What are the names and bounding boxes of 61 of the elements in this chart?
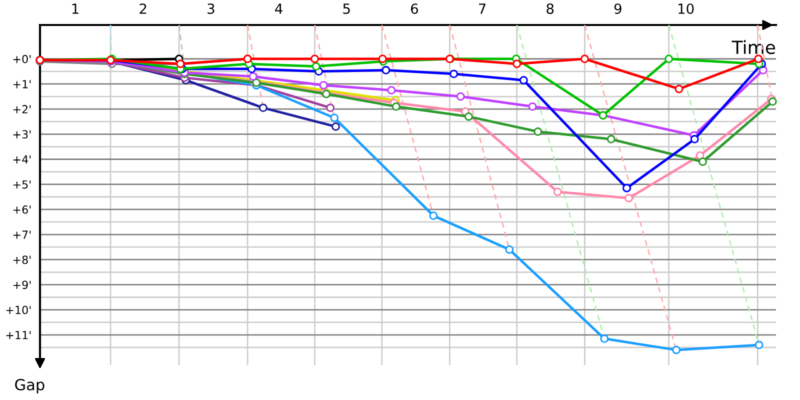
- point: [429, 211, 438, 220]
- point: [319, 80, 328, 90]
- point: [768, 97, 777, 106]
- point: [674, 84, 684, 94]
- x-tick-label: 4: [275, 4, 282, 14]
- y-tick-label: +7': [13, 230, 31, 239]
- point: [378, 54, 387, 64]
- point: [754, 340, 764, 350]
- point: [696, 151, 704, 160]
- point: [310, 54, 319, 64]
- point: [450, 70, 458, 78]
- point: [382, 66, 390, 74]
- point: [698, 158, 707, 166]
- y-tick-label: +4': [13, 155, 31, 164]
- point: [505, 245, 514, 254]
- y-axis-title: Gap: [15, 378, 44, 394]
- point: [553, 188, 562, 196]
- point: [252, 78, 261, 87]
- y-tick-label: +3': [13, 130, 31, 139]
- x-tick-label: 9: [614, 3, 622, 14]
- point: [387, 86, 396, 94]
- x-axis-title: Time: [732, 40, 776, 54]
- point: [312, 62, 320, 71]
- x-tick-label: 6: [410, 3, 418, 14]
- point: [622, 184, 631, 192]
- point: [332, 122, 340, 131]
- y-tick-label: +6': [13, 205, 31, 214]
- point: [326, 104, 335, 112]
- point: [580, 54, 589, 64]
- y-tick-label: +5': [13, 180, 31, 189]
- x-tick-label: 3: [208, 3, 214, 14]
- point: [754, 54, 763, 64]
- x-tick-label: 10: [678, 3, 694, 14]
- point: [672, 346, 681, 354]
- point: [248, 72, 258, 81]
- x-tick-label: 8: [546, 3, 554, 14]
- x-tick-label: 2: [140, 3, 146, 14]
- point: [664, 54, 674, 64]
- point: [464, 112, 473, 121]
- point: [519, 76, 528, 84]
- point: [690, 134, 699, 144]
- y-tick-label: +10': [6, 306, 31, 314]
- point: [258, 104, 268, 112]
- point: [456, 92, 465, 101]
- x-tick-label: 5: [343, 4, 350, 14]
- point: [528, 102, 537, 111]
- y-tick-label: +2': [13, 105, 31, 114]
- x-tick-label: 1: [72, 4, 78, 14]
- point: [330, 114, 339, 122]
- y-tick-label: +9': [13, 280, 31, 290]
- x-tick-label: 7: [479, 4, 486, 14]
- point: [606, 134, 616, 144]
- y-tick-label: +8': [13, 256, 31, 264]
- point: [512, 60, 522, 68]
- y-tick-label: +0': [13, 54, 31, 64]
- point: [624, 194, 634, 202]
- point: [600, 334, 609, 343]
- point: [534, 127, 542, 136]
- y-tick-label: +1': [13, 80, 31, 88]
- y-tick-label: +11': [6, 331, 31, 340]
- point: [392, 102, 400, 111]
